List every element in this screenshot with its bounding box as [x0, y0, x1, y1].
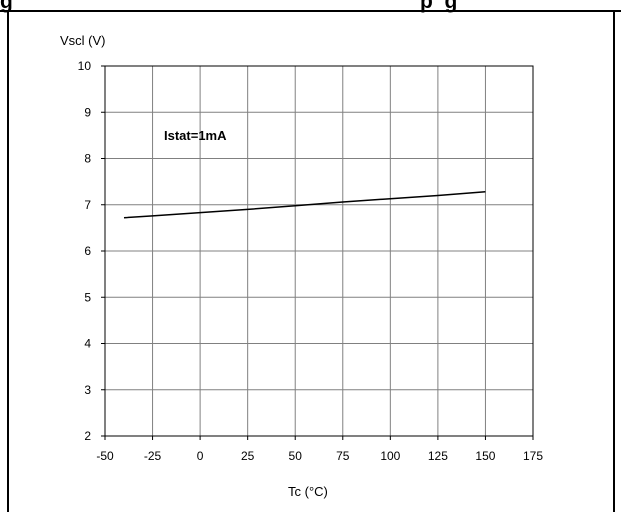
- y-axis-ticks: 2 3 4 5 6 7 8 9 10: [78, 59, 105, 443]
- series-line: [123, 191, 486, 219]
- x-tick-label: 25: [241, 449, 255, 463]
- y-axis-label: Vscl (V): [60, 33, 106, 48]
- x-tick-label: 175: [523, 449, 543, 463]
- x-tick-label: 125: [428, 449, 448, 463]
- x-tick-label: 0: [197, 449, 204, 463]
- x-axis-label: Tc (°C): [288, 484, 328, 499]
- header-title-fragment-right: p g: [420, 0, 458, 13]
- y-tick-label: 9: [84, 105, 91, 119]
- header-title-fragment: g: [0, 0, 13, 13]
- x-tick-label: -25: [144, 449, 162, 463]
- y-tick-label: 3: [84, 383, 91, 397]
- y-tick-label: 6: [84, 244, 91, 258]
- x-tick-label: 50: [289, 449, 303, 463]
- x-tick-label: 150: [475, 449, 495, 463]
- x-tick-label: 75: [336, 449, 350, 463]
- x-tick-label: 100: [380, 449, 400, 463]
- x-axis-ticks: -50 -25 0 25 50 75 100 125 150 175: [96, 436, 543, 463]
- grid: [105, 66, 533, 436]
- series-group: [123, 191, 486, 219]
- y-tick-label: 10: [78, 59, 92, 73]
- y-tick-label: 5: [84, 290, 91, 304]
- x-tick-label: -50: [96, 449, 114, 463]
- y-tick-label: 8: [84, 152, 91, 166]
- annotation-label: Istat=1mA: [164, 128, 227, 143]
- y-tick-label: 4: [84, 337, 91, 351]
- y-tick-label: 7: [84, 198, 91, 212]
- y-tick-label: 2: [84, 429, 91, 443]
